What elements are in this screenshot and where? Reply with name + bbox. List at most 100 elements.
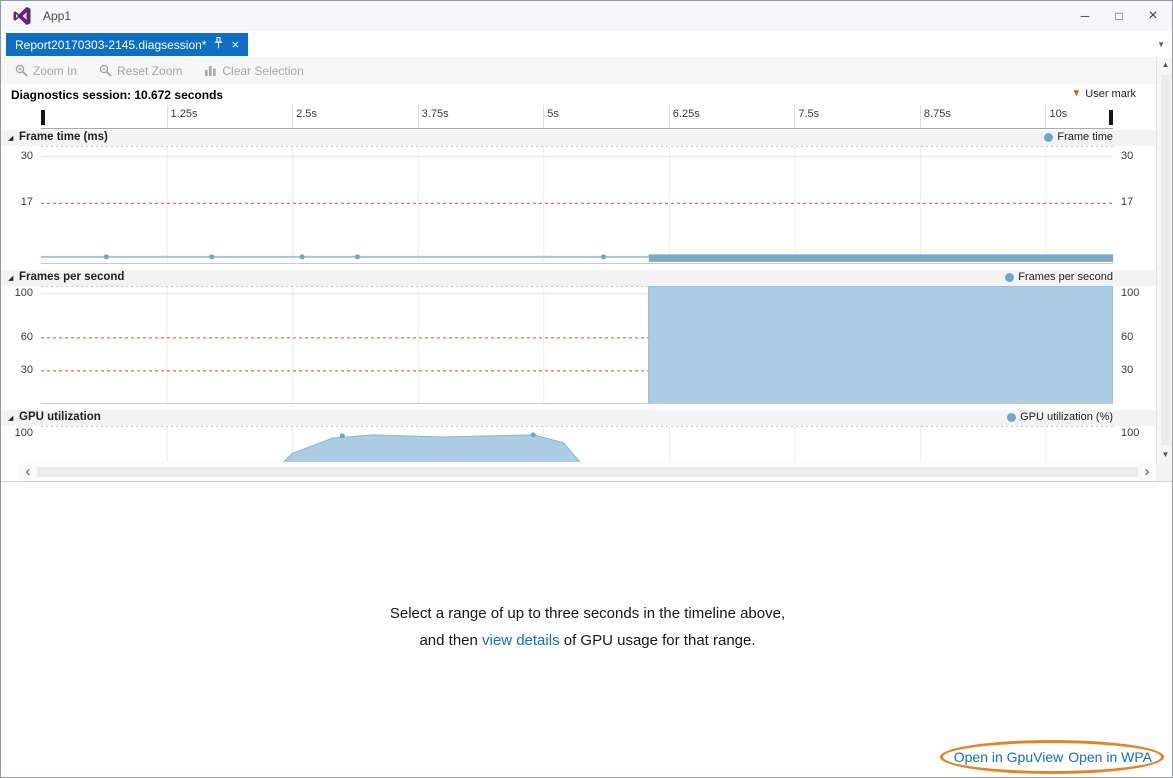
- y-axis-label: 30: [20, 363, 33, 376]
- zoom-in-button[interactable]: Zoom In: [15, 64, 77, 78]
- frame-time-y-axis-left: 30 17: [1, 146, 41, 265]
- gpu-y-axis-left: 100: [1, 426, 41, 462]
- section-title-fps: Frames per second: [19, 271, 125, 283]
- legend-dot-icon: [1007, 412, 1017, 422]
- fps-plot[interactable]: [41, 286, 1113, 404]
- gpu-plot[interactable]: [41, 426, 1113, 462]
- gpu-y-axis-right: 100: [1113, 426, 1156, 462]
- section-header-gpu: ◢ GPU utilization GPU utilization (%): [1, 410, 1156, 426]
- tab-label: Report20170303-2145.diagsession*: [15, 37, 207, 52]
- legend-label: GPU utilization (%): [1020, 411, 1113, 423]
- tab-close-icon[interactable]: ×: [231, 37, 240, 52]
- user-mark-legend: ▼ User mark: [1071, 88, 1136, 100]
- ruler-tick-line: [417, 105, 419, 128]
- ruler-tick-line: [1045, 105, 1047, 128]
- h-scrollbar-thumb[interactable]: [37, 467, 1138, 477]
- section-expander-icon[interactable]: ◢: [8, 135, 14, 142]
- user-mark-label: User mark: [1085, 88, 1136, 100]
- section-title-gpu: GPU utilization: [19, 411, 101, 423]
- details-pane: Select a range of up to three seconds in…: [1, 481, 1172, 777]
- close-button[interactable]: ×: [1148, 7, 1158, 24]
- ruler-tick-label: 10s: [1049, 108, 1068, 120]
- window-title: App1: [43, 9, 72, 23]
- y-axis-label: 30: [1121, 149, 1134, 162]
- scroll-up-icon[interactable]: ▲: [1161, 60, 1170, 69]
- open-in-wpa-link[interactable]: Open in WPA: [1068, 749, 1152, 765]
- fps-legend: Frames per second: [1005, 271, 1113, 283]
- legend-label: Frame time: [1057, 131, 1113, 143]
- ruler-tick-label: 5s: [547, 108, 559, 120]
- ruler-tick-label: 2.5s: [296, 108, 317, 120]
- document-tab-bar: Report20170303-2145.diagsession* × ▼: [1, 33, 1172, 56]
- window-controls: ─ □ ×: [1068, 1, 1170, 31]
- scroll-left-icon[interactable]: ‹: [25, 463, 31, 480]
- ruler-tick-line: [919, 105, 921, 128]
- tab-list-caret-icon[interactable]: ▼: [1157, 40, 1165, 49]
- timeline-ruler[interactable]: 1.25s 2.5s 3.75s 5s 6.25s 7.5s 8.75s 10s: [1, 105, 1156, 129]
- details-line2-post: of GPU usage for that range.: [559, 632, 756, 649]
- maximize-button[interactable]: □: [1115, 9, 1123, 23]
- ruler-tick-line: [543, 105, 545, 128]
- vertical-scrollbar: ▲ ▼: [1156, 57, 1172, 463]
- legend-dot-icon: [1005, 272, 1015, 282]
- details-line2: and then view details of GPU usage for t…: [1, 627, 1172, 654]
- fps-y-axis-left: 100 60 30: [1, 286, 41, 405]
- reset-zoom-icon: [99, 64, 112, 77]
- y-axis-label: 100: [14, 286, 33, 299]
- reset-zoom-button[interactable]: Reset Zoom: [99, 64, 182, 78]
- v-scrollbar-thumb[interactable]: [1161, 75, 1171, 445]
- fps-y-axis-right: 100 60 30: [1113, 286, 1156, 405]
- session-boundary-marker: [1109, 110, 1113, 125]
- gpu-legend: GPU utilization (%): [1007, 411, 1113, 423]
- user-mark-icon: ▼: [1071, 88, 1082, 99]
- y-axis-label: 100: [1121, 286, 1140, 299]
- view-details-link[interactable]: view details: [482, 632, 560, 649]
- session-header: Diagnostics session: 10.672 seconds ▼ Us…: [1, 84, 1156, 105]
- toolbar: Zoom In Reset Zoom Clear Selection: [1, 57, 1156, 84]
- details-line1: Select a range of up to three seconds in…: [389, 605, 786, 622]
- zoom-in-label: Zoom In: [33, 63, 78, 78]
- frame-time-plot[interactable]: [41, 146, 1113, 264]
- y-axis-label: 30: [20, 149, 33, 162]
- horizontal-scrollbar: ‹ ›: [19, 463, 1156, 481]
- y-axis-label: 60: [20, 330, 33, 343]
- ruler-tick-line: [794, 105, 796, 128]
- y-axis-label: 100: [1121, 426, 1140, 439]
- v-scrollbar-track[interactable]: [1157, 73, 1172, 447]
- section-expander-icon[interactable]: ◢: [8, 415, 14, 422]
- ruler-tick-label: 7.5s: [798, 108, 820, 120]
- ruler-tick-line: [668, 105, 670, 128]
- ruler-tick-label: 8.75s: [923, 108, 951, 120]
- frame-time-legend: Frame time: [1044, 131, 1113, 143]
- details-line2-pre: and then: [419, 632, 483, 649]
- reset-zoom-label: Reset Zoom: [117, 63, 183, 78]
- session-title: Diagnostics session: 10.672 seconds: [11, 88, 224, 102]
- clear-selection-button[interactable]: Clear Selection: [204, 63, 304, 78]
- scroll-down-icon[interactable]: ▼: [1161, 450, 1170, 459]
- charts-region: Diagnostics session: 10.672 seconds ▼ Us…: [1, 84, 1156, 481]
- section-title-frame-time: Frame time (ms): [19, 131, 108, 143]
- section-header-fps: ◢ Frames per second Frames per second: [1, 270, 1156, 286]
- fps-chart: 100 60 30 100 60 30: [1, 286, 1156, 405]
- ruler-tick-label: 6.25s: [672, 108, 700, 120]
- legend-dot-icon: [1044, 132, 1054, 142]
- legend-label: Frames per second: [1018, 271, 1113, 283]
- section-expander-icon[interactable]: ◢: [8, 275, 14, 282]
- ruler-tick-label: 1.25s: [170, 108, 198, 120]
- ruler-tick-line: [292, 105, 294, 128]
- clear-selection-label: Clear Selection: [222, 63, 304, 78]
- tab-diagsession[interactable]: Report20170303-2145.diagsession* ×: [6, 33, 249, 56]
- clear-selection-icon: [204, 64, 217, 77]
- y-axis-label: 100: [14, 426, 33, 439]
- visual-studio-logo-icon: [12, 6, 32, 26]
- open-in-gpuview-link[interactable]: Open in GpuView: [953, 749, 1064, 765]
- frame-time-y-axis-right: 30 17: [1113, 146, 1156, 265]
- scroll-right-icon[interactable]: ›: [1144, 463, 1150, 480]
- minimize-button[interactable]: ─: [1080, 9, 1090, 23]
- footer-links: Open in GpuView Open in WPA: [954, 749, 1152, 765]
- y-axis-label: 60: [1121, 330, 1134, 343]
- timeline-ruler-track[interactable]: 1.25s 2.5s 3.75s 5s 6.25s 7.5s 8.75s 10s: [41, 105, 1113, 129]
- pin-icon[interactable]: [214, 36, 223, 52]
- h-scrollbar-track[interactable]: [37, 463, 1138, 481]
